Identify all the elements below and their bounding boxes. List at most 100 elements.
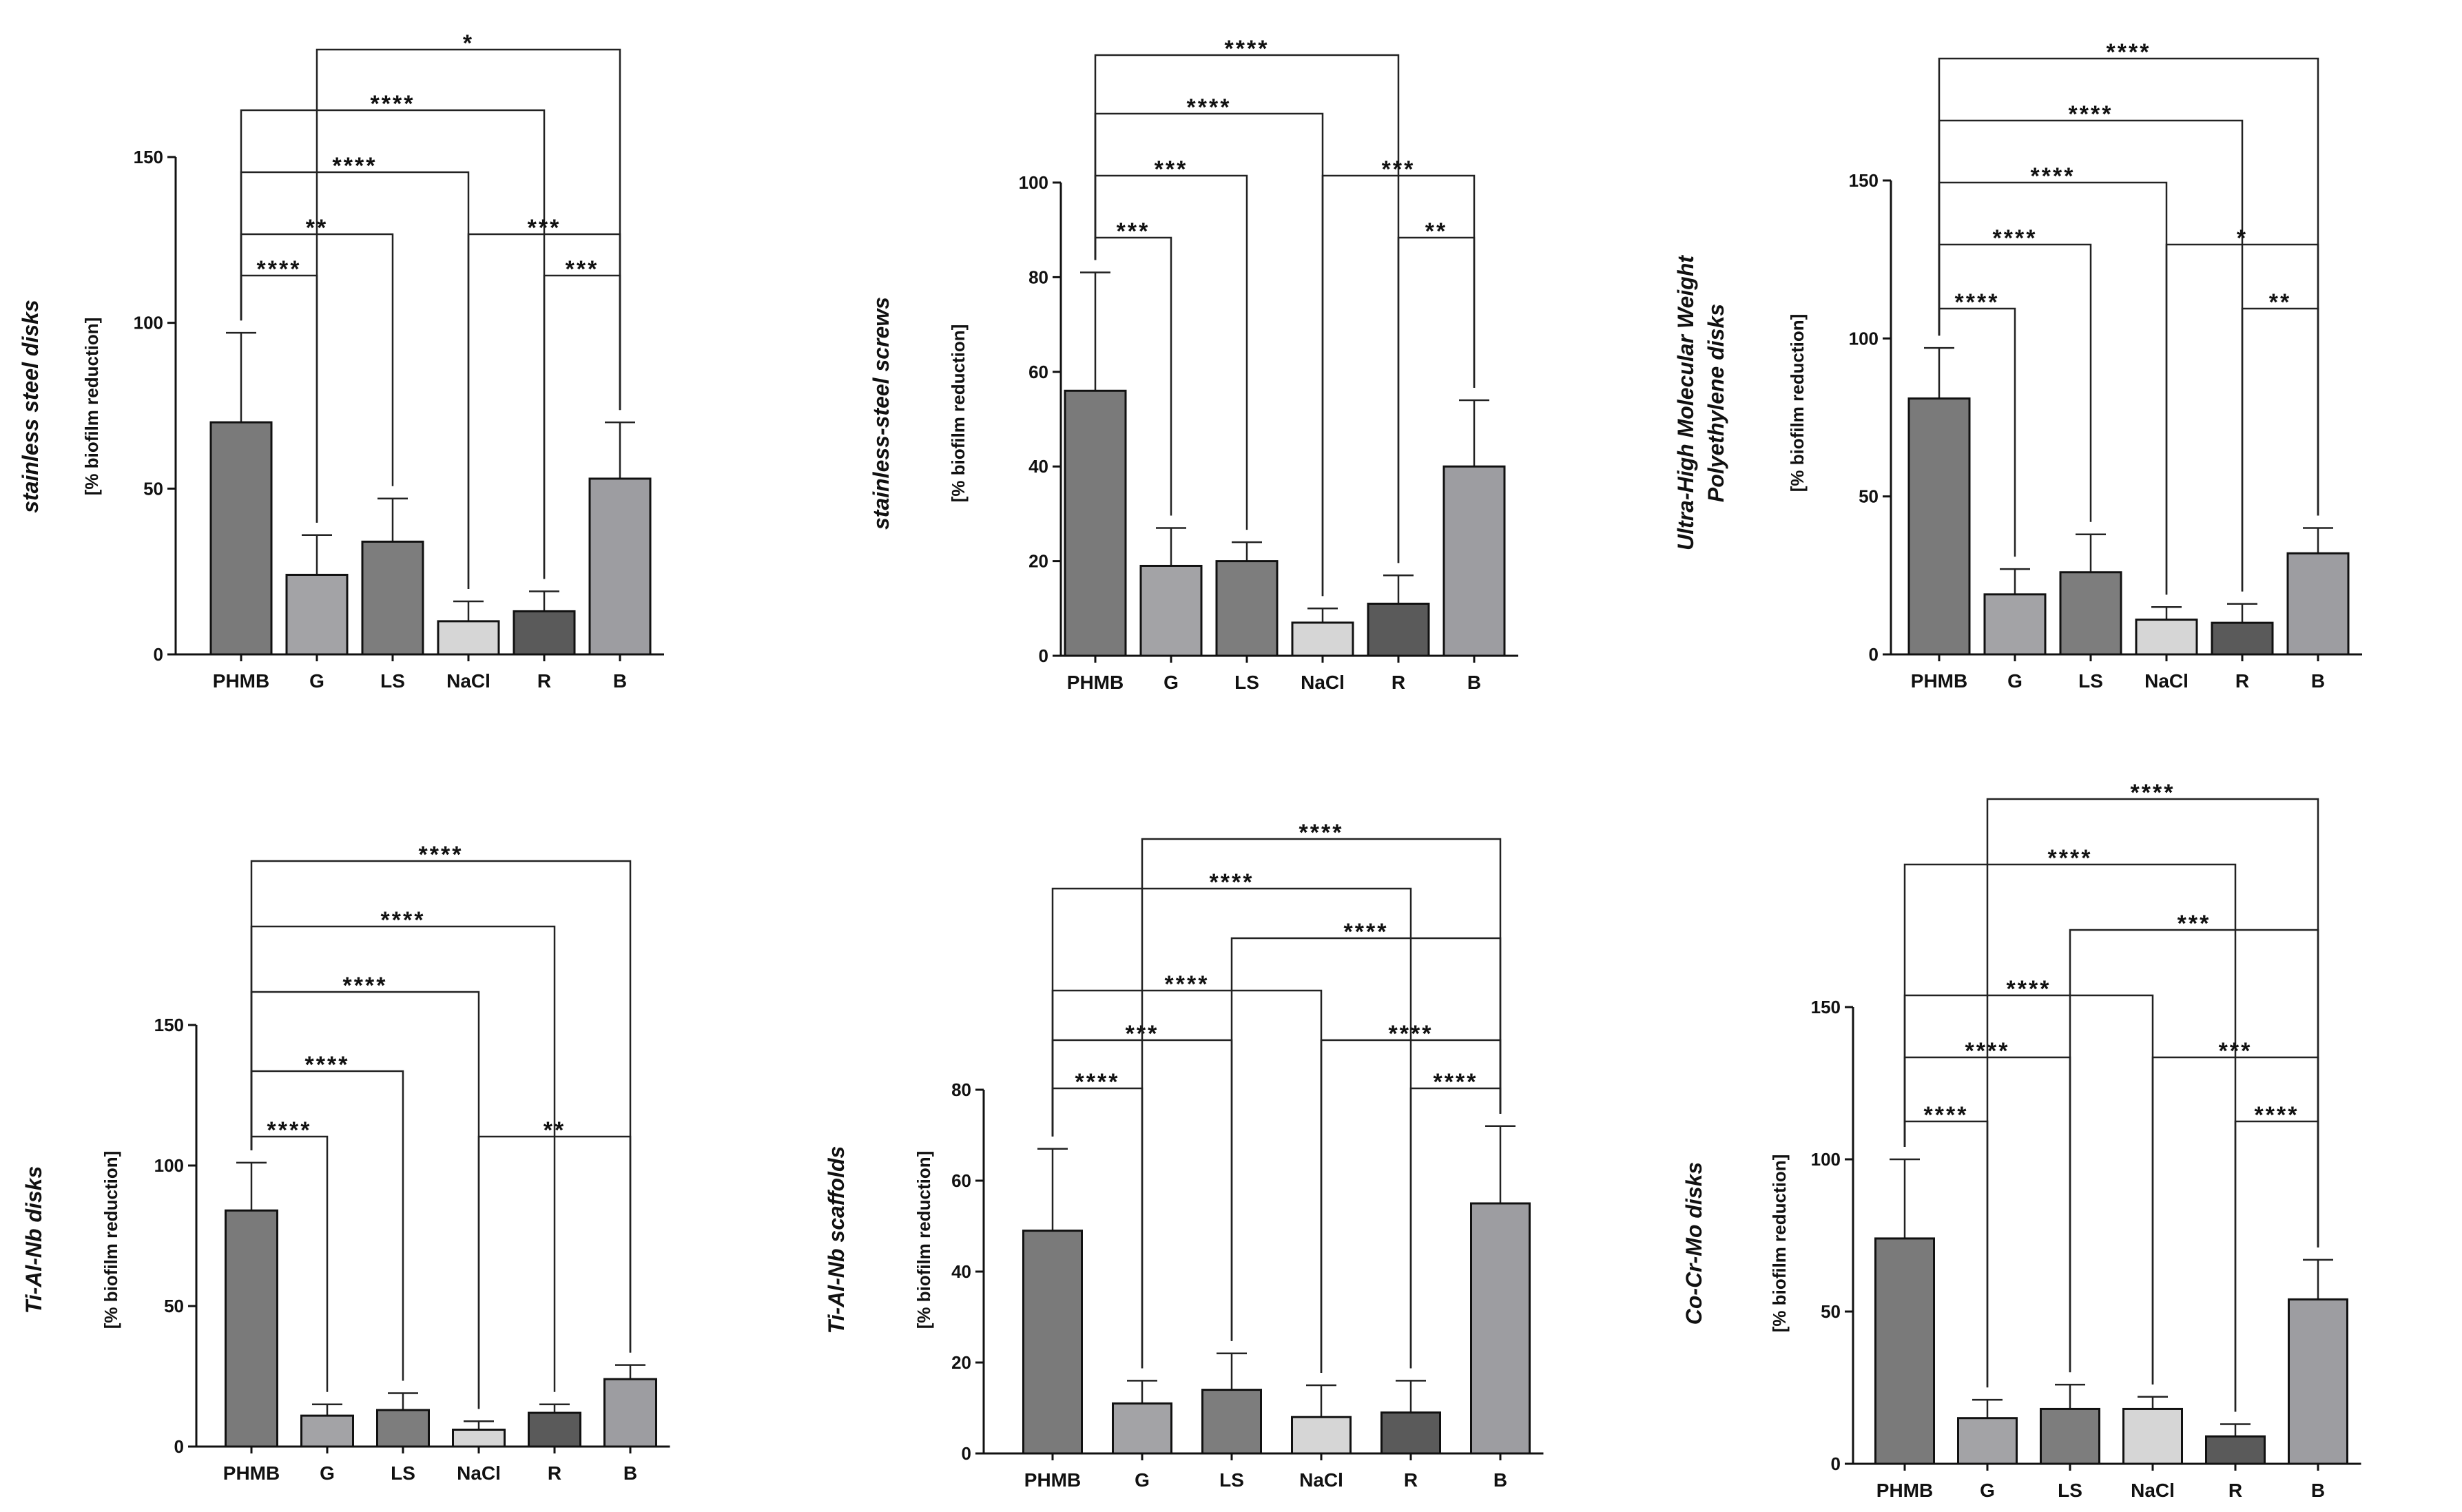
bar-b (1442, 465, 1506, 657)
bar-r (1380, 1411, 1441, 1455)
y-tick-label: 100 (154, 1155, 184, 1176)
significance-bracket (1051, 989, 1323, 1373)
x-tick-label: NaCl (2144, 670, 2189, 692)
bar-g (285, 573, 349, 656)
significance-label: *** (528, 215, 561, 241)
significance-label: **** (2048, 845, 2093, 871)
y-tick-label: 40 (1028, 456, 1048, 477)
bar-b (2286, 552, 2350, 656)
x-tick-label: LS (2058, 1480, 2082, 1501)
chart-title: Polyethylene disks (1704, 304, 1728, 502)
y-tick-label: 0 (962, 1443, 971, 1464)
significance-bracket (1230, 937, 1502, 1341)
significance-label: **** (1075, 1069, 1120, 1095)
bar-phmb (1874, 1237, 1935, 1465)
bar-ls (1215, 560, 1279, 657)
bar-ls (361, 540, 424, 656)
significance-label: ** (544, 1117, 566, 1143)
x-tick-label: R (1392, 672, 1405, 693)
chart-title: Ti-Al-Nb disks (21, 1166, 46, 1314)
x-tick-label: NaCl (457, 1462, 501, 1484)
significance-bracket (250, 991, 480, 1409)
significance-bracket (1409, 1087, 1502, 1369)
x-tick-label: B (613, 670, 627, 692)
significance-label: **** (1344, 919, 1389, 945)
y-tick-label: 80 (951, 1079, 971, 1100)
significance-label: **** (1924, 1102, 1969, 1128)
bar-ls (1201, 1389, 1262, 1455)
significance-bracket (1397, 236, 1476, 563)
bar-phmb (1064, 389, 1127, 657)
bar-b (588, 477, 652, 656)
x-tick-label: B (2311, 670, 2325, 692)
significance-label: * (463, 30, 474, 56)
significance-label: **** (1165, 971, 1210, 997)
x-tick-label: G (320, 1462, 335, 1484)
significance-bracket (2069, 929, 2319, 1373)
significance-bracket (2234, 1120, 2319, 1412)
y-axis-label: [% biofilm reduction] (81, 318, 102, 496)
x-tick-label: NaCl (446, 670, 490, 692)
bar-nacl (1291, 621, 1354, 657)
x-tick-label: LS (1219, 1469, 1244, 1491)
x-tick-label: NaCl (2131, 1480, 2175, 1501)
y-tick-label: 60 (1028, 362, 1048, 382)
bar-r (2211, 621, 2274, 656)
significance-bracket (1094, 112, 1324, 597)
x-tick-label: LS (380, 670, 405, 692)
y-axis-label: [% biofilm reduction] (1787, 314, 1808, 493)
y-tick-label: 40 (951, 1261, 971, 1282)
significance-label: **** (381, 907, 426, 933)
x-tick-label: R (1404, 1469, 1418, 1491)
significance-label: **** (2031, 163, 2076, 189)
y-tick-label: 50 (143, 478, 163, 499)
y-tick-label: 150 (154, 1015, 184, 1035)
significance-label: *** (1382, 156, 1416, 183)
significance-label: **** (419, 842, 464, 868)
chart-panel-5: Ti-Al-Nb scaffolds [% biofilm reduction] 0… (824, 820, 1544, 1491)
significance-label: * (2237, 225, 2248, 251)
significance-label: **** (2007, 976, 2051, 1002)
bar-g (1957, 1417, 2018, 1465)
bar-g (300, 1414, 354, 1448)
x-tick-label: PHMB (1911, 670, 1967, 692)
bar-nacl (452, 1429, 506, 1448)
bar-g (1139, 564, 1203, 657)
y-tick-label: 100 (1811, 1149, 1841, 1170)
y-tick-label: 150 (134, 147, 163, 167)
significance-bracket (1320, 1039, 1502, 1373)
y-tick-label: 0 (1039, 645, 1048, 666)
bar-ls (2040, 1407, 2100, 1465)
significance-bracket (477, 1135, 632, 1409)
significance-label: **** (1965, 1038, 2010, 1064)
significance-label: **** (257, 256, 302, 282)
y-tick-label: 100 (1019, 172, 1048, 193)
significance-label: ** (306, 215, 328, 241)
x-tick-label: B (1493, 1469, 1507, 1491)
chart-panel-2: stainless-steel screws [% biofilm reducti… (869, 36, 1518, 693)
x-tick-label: PHMB (1067, 672, 1124, 693)
y-tick-label: 20 (1028, 551, 1048, 572)
bar-b (603, 1378, 657, 1448)
bar-ls (2059, 571, 2122, 656)
bar-phmb (1022, 1230, 1083, 1455)
bar-r (2205, 1435, 2266, 1465)
chart-title: Ti-Al-Nb scaffolds (824, 1146, 849, 1334)
y-tick-label: 150 (1849, 170, 1879, 191)
significance-label: **** (2131, 780, 2175, 806)
y-axis-label: [% biofilm reduction] (948, 324, 969, 503)
x-tick-label: G (1980, 1480, 1995, 1501)
y-tick-label: 80 (1028, 267, 1048, 287)
significance-label: ** (1425, 218, 1447, 245)
y-tick-label: 0 (154, 644, 163, 665)
significance-label: **** (1955, 289, 2000, 315)
significance-label: ** (2269, 289, 2291, 315)
significance-bracket (2241, 307, 2319, 592)
bar-b (2288, 1298, 2348, 1465)
bar-phmb (225, 1209, 278, 1448)
chart-title: Co-Cr-Mo disks (1682, 1162, 1706, 1325)
y-tick-label: 50 (1821, 1301, 1841, 1322)
x-tick-label: G (2007, 670, 2023, 692)
significance-label: **** (305, 1052, 350, 1078)
